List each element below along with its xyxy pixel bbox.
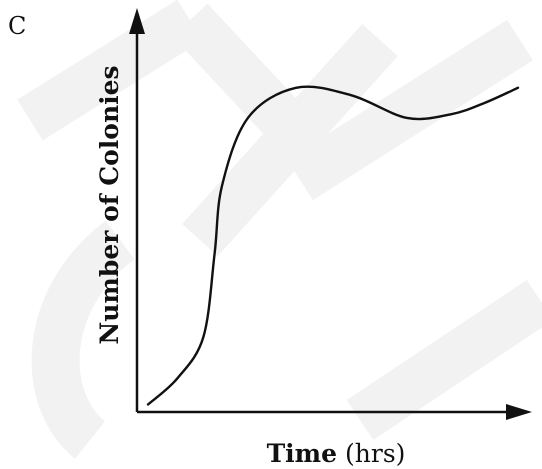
- watermark-stroke-1: [17, 0, 203, 141]
- y-axis-arrowhead: [129, 8, 145, 34]
- watermark-stroke-6: [346, 280, 542, 440]
- watermark-stroke-4: [287, 19, 533, 201]
- y-axis-label: Number of Colonies: [95, 65, 124, 344]
- watermark-stroke-5: [31, 220, 136, 459]
- watermark-stroke-3: [182, 23, 398, 257]
- x-axis-arrowhead: [506, 404, 532, 420]
- watermark: [17, 0, 542, 459]
- x-axis-label-main: Time: [267, 439, 337, 468]
- x-axis-label: Time (hrs): [267, 439, 406, 468]
- growth-curve-line: [146, 85, 520, 406]
- x-axis-label-unit: (hrs): [345, 439, 405, 468]
- panel-label: C: [8, 12, 26, 40]
